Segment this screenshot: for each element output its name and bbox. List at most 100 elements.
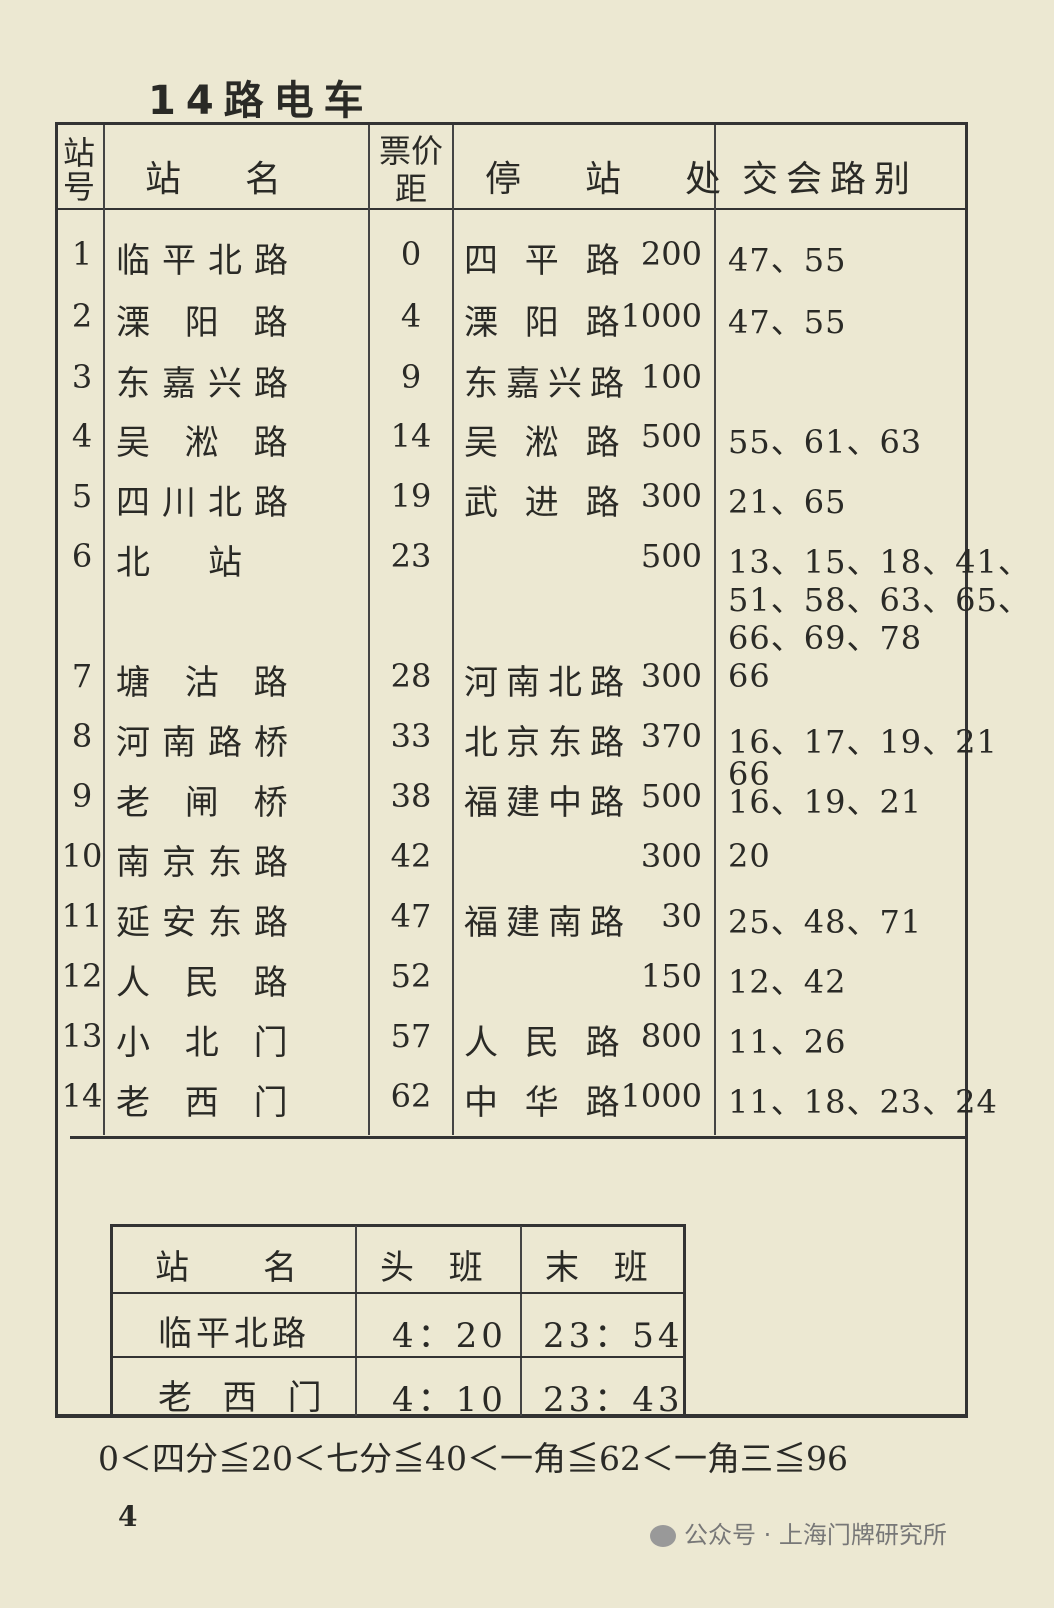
fare-distance: 42 [390, 837, 432, 875]
column-divider [452, 125, 454, 1135]
row-divider [113, 1356, 683, 1358]
table-bottom-divider [70, 1136, 968, 1139]
exchange-routes: 51、58、63、65、 [728, 581, 1031, 619]
fare-distance: 28 [390, 657, 432, 695]
fare-distance: 14 [390, 417, 432, 455]
exchange-routes: 25、48、71 [728, 903, 923, 941]
fare-distance: 62 [390, 1077, 432, 1115]
timetable-header-last: 末 班 [545, 1248, 660, 1288]
station-name: 四川北路 [116, 483, 300, 523]
stop-distance: 30 [661, 897, 702, 935]
stop-distance: 150 [640, 957, 702, 995]
station-name: 塘 沽 路 [116, 663, 300, 703]
fare-distance: 23 [390, 537, 432, 575]
exchange-routes: 66 [728, 755, 771, 793]
timetable-station: 老 西 门 [158, 1378, 332, 1418]
station-name: 东嘉兴路 [116, 364, 300, 404]
stop-distance: 500 [640, 417, 702, 455]
exchange-routes: 66、69、78 [728, 619, 923, 657]
stop-distance: 100 [640, 358, 702, 396]
stop-location: 吴 淞 路 [464, 423, 628, 463]
timetable-station: 临平北路 [158, 1314, 310, 1354]
stop-location: 四 平 路 [464, 241, 628, 281]
station-number: 2 [71, 297, 93, 335]
timetable-header-station: 站 名 [155, 1248, 317, 1288]
row-divider [113, 1292, 683, 1294]
stop-distance: 1000 [620, 297, 702, 335]
stop-distance: 300 [640, 477, 702, 515]
station-number: 4 [71, 417, 93, 455]
header-exchange-routes: 交会路别 [742, 159, 919, 200]
column-divider [368, 125, 370, 1135]
stop-location: 北京东路 [464, 723, 632, 763]
exchange-routes: 11、26 [728, 1023, 847, 1061]
station-name: 吴 淞 路 [116, 423, 300, 463]
stop-distance: 1000 [620, 1077, 702, 1115]
station-number: 14 [61, 1077, 103, 1115]
station-name: 延安东路 [116, 903, 300, 943]
stop-distance: 200 [640, 235, 702, 273]
header-stop-location: 停 站 处 [485, 159, 736, 200]
page-number: 4 [118, 1500, 138, 1533]
column-divider [355, 1226, 357, 1416]
timetable-first: 4：10 [392, 1380, 507, 1420]
station-name: 人 民 路 [116, 963, 300, 1003]
exchange-routes: 13、15、18、41、 [728, 543, 1031, 581]
stop-distance: 300 [640, 837, 702, 875]
timetable-last: 23：54 [543, 1316, 684, 1356]
fare-distance: 38 [390, 777, 432, 815]
stop-distance: 300 [640, 657, 702, 695]
exchange-routes: 55、61、63 [728, 423, 923, 461]
stop-location: 福建南路 [464, 903, 632, 943]
station-number: 3 [71, 358, 93, 396]
station-number: 11 [61, 897, 103, 935]
watermark-text: 公众号 · 上海门牌研究所 [684, 1521, 947, 1549]
stop-distance: 800 [640, 1017, 702, 1055]
header-divider [58, 208, 966, 210]
timetable-header-first: 头 班 [380, 1248, 495, 1288]
column-divider [103, 125, 105, 1135]
station-name: 小 北 门 [116, 1023, 300, 1063]
fare-distance: 33 [390, 717, 432, 755]
timetable [110, 1224, 686, 1416]
column-divider [714, 125, 716, 1135]
stop-location: 福建中路 [464, 783, 632, 823]
exchange-routes: 11、18、23、24 [728, 1083, 998, 1121]
timetable-last: 23：43 [543, 1380, 684, 1420]
station-name: 老 闸 桥 [116, 783, 300, 823]
page-title: 14路电车 [148, 78, 374, 124]
stop-location: 武 进 路 [464, 483, 628, 523]
fare-distance: 57 [390, 1017, 432, 1055]
wechat-icon [650, 1525, 676, 1547]
station-number: 9 [71, 777, 93, 815]
station-number: 1 [71, 235, 93, 273]
station-name: 溧 阳 路 [116, 303, 300, 343]
fare-distance: 0 [400, 235, 422, 273]
exchange-routes: 21、65 [728, 483, 847, 521]
column-divider [520, 1226, 522, 1416]
header-station-no: 站号 [63, 134, 96, 206]
station-name: 老 西 门 [116, 1083, 300, 1123]
stop-distance: 500 [640, 537, 702, 575]
exchange-routes: 12、42 [728, 963, 847, 1001]
station-number: 8 [71, 717, 93, 755]
exchange-routes: 20 [728, 837, 771, 875]
station-number: 10 [61, 837, 103, 875]
station-number: 6 [71, 537, 93, 575]
stop-location: 人 民 路 [464, 1023, 628, 1063]
exchange-routes: 16、17、19、21 [728, 723, 998, 761]
exchange-routes: 66 [728, 657, 771, 695]
station-name: 临平北路 [116, 241, 300, 281]
fare-distance: 19 [390, 477, 432, 515]
fare-distance: 52 [390, 957, 432, 995]
stop-location: 河南北路 [464, 663, 632, 703]
exchange-routes: 47、55 [728, 241, 847, 279]
station-name: 南京东路 [116, 843, 300, 883]
route-table-frame [55, 122, 968, 1418]
station-number: 5 [71, 477, 93, 515]
timetable-first: 4：20 [392, 1316, 507, 1356]
stop-distance: 370 [640, 717, 702, 755]
fare-distance: 9 [400, 358, 422, 396]
exchange-routes: 47、55 [728, 303, 847, 341]
stop-distance: 500 [640, 777, 702, 815]
